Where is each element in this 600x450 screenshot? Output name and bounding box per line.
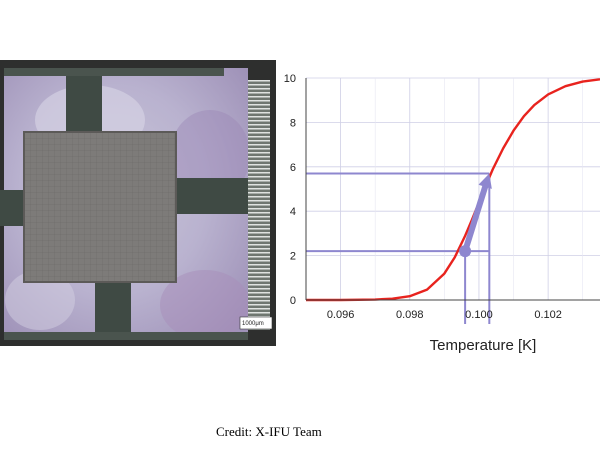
scale-bar-label: 1000μm [242, 321, 264, 327]
credit-text: Credit: X-IFU Team [216, 424, 322, 439]
x-tick-label: 0.102 [534, 309, 562, 321]
scale-bar-box [239, 316, 273, 330]
absorber-grid [23, 131, 177, 283]
x-axis-label: Temperature [K] [430, 337, 537, 354]
y-tick-label: 6 [290, 162, 296, 174]
x-tick-label: 0.100 [465, 309, 493, 321]
y-tick-label: 0 [290, 295, 296, 307]
y-tick-label: 4 [290, 206, 296, 218]
tes-micrograph: 1000μm [0, 60, 276, 346]
plot-area [306, 78, 600, 300]
x-tick-label: 0.096 [327, 309, 355, 321]
series-layer [306, 78, 600, 302]
leg-top [66, 72, 102, 132]
leg-right [176, 178, 248, 214]
y-tick-label: 10 [284, 73, 296, 85]
transition-arrow-shaft [462, 183, 489, 255]
chart-grid [306, 77, 600, 301]
wiring-comb [248, 80, 270, 330]
resistance-temperature-chart: 0 2 4 6 8 10 0.096 0.098 0.100 0.102 Temperature … [284, 73, 600, 354]
axis-layer: 0 2 4 6 8 10 0.096 0.098 0.100 0.102 [284, 73, 600, 321]
leg-bottom [95, 282, 131, 340]
x-tick-label: 0.098 [396, 309, 424, 321]
transition-start-dot [459, 245, 472, 258]
y-tick-label: 8 [290, 117, 296, 129]
transition-arrow-head [478, 173, 492, 189]
y-tick-label: 2 [290, 251, 296, 263]
leg-left [0, 190, 26, 226]
